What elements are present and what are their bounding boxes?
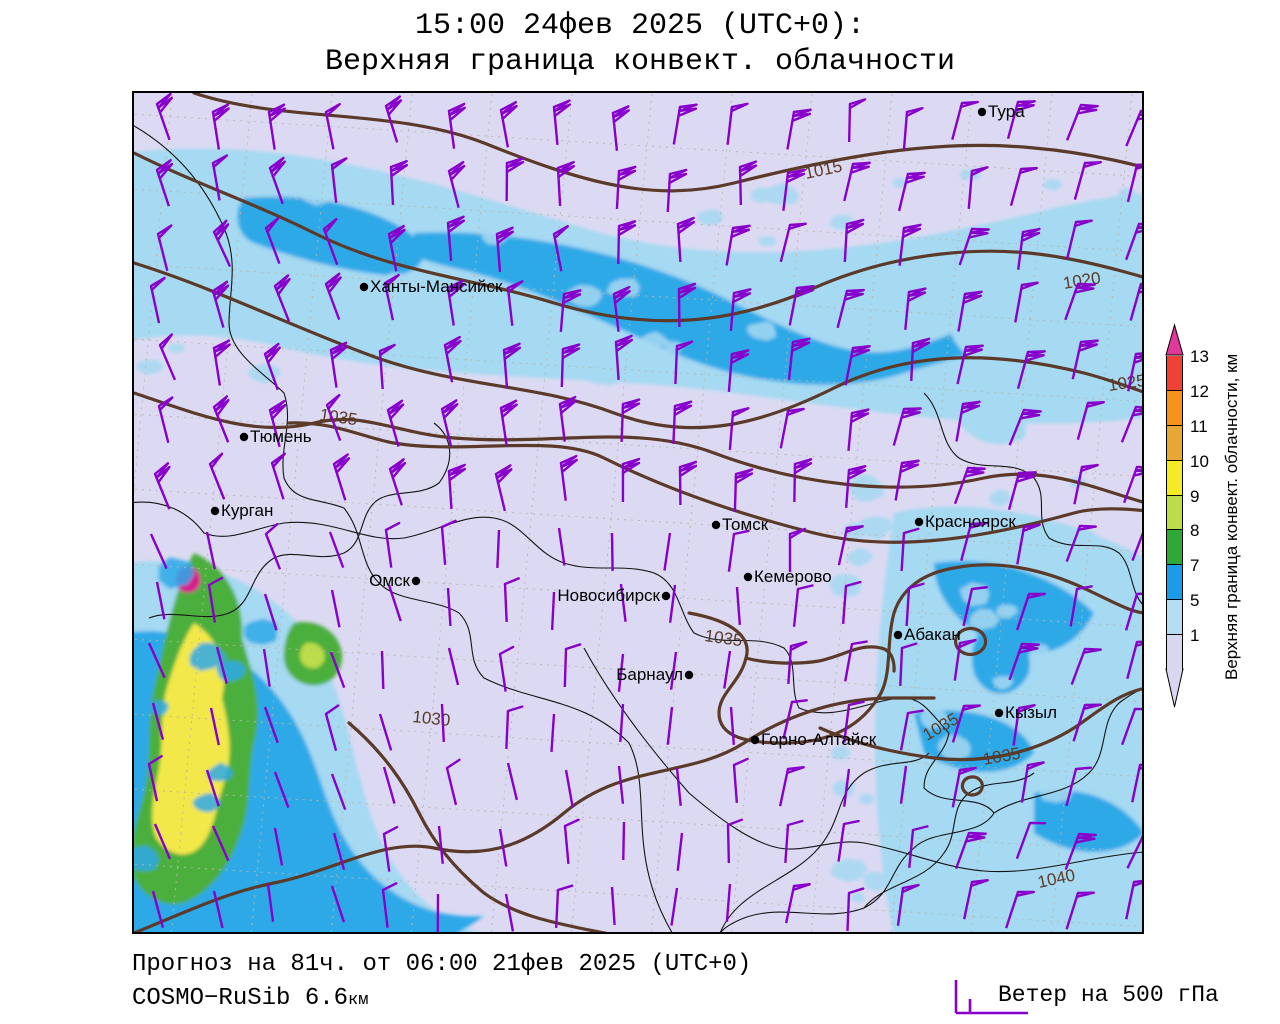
svg-text:Кемерово: Кемерово — [754, 567, 832, 586]
svg-text:Ханты-Мансийск: Ханты-Мансийск — [370, 277, 503, 296]
svg-text:Томск: Томск — [722, 515, 769, 534]
svg-text:Новосибирск: Новосибирск — [557, 586, 660, 605]
svg-text:Красноярск: Красноярск — [925, 512, 1016, 531]
svg-text:Тура: Тура — [988, 102, 1025, 121]
svg-text:Горно-Алтайск: Горно-Алтайск — [761, 730, 877, 749]
svg-text:Барнаул: Барнаул — [616, 665, 683, 684]
svg-text:1030: 1030 — [412, 707, 452, 730]
svg-text:Абакан: Абакан — [904, 625, 961, 644]
svg-text:Курган: Курган — [221, 501, 273, 520]
svg-text:Тюмень: Тюмень — [250, 427, 312, 446]
svg-text:Кызыл: Кызыл — [1005, 703, 1057, 722]
svg-text:Омск: Омск — [369, 571, 410, 590]
